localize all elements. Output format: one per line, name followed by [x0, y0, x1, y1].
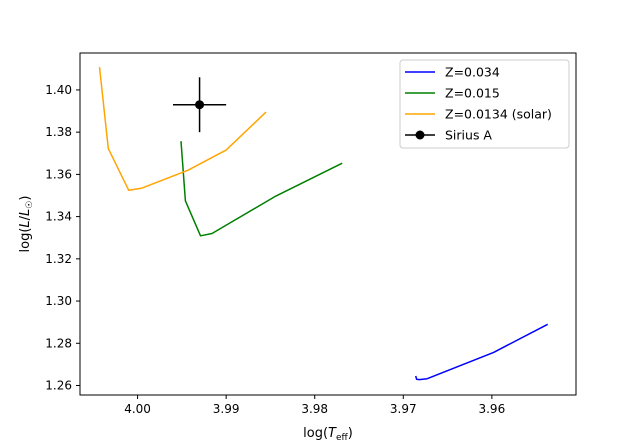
legend-label-3: Sirius A — [445, 128, 492, 143]
legend-box — [399, 59, 570, 149]
series-line-2 — [98, 67, 267, 191]
legend-label-2: Z=0.0134 (solar) — [445, 107, 552, 122]
y-tick-label: 1.30 — [45, 294, 72, 308]
x-axis-label: log(Teff) — [303, 426, 353, 443]
series-line-0 — [414, 323, 549, 381]
legend: Z=0.034 Z=0.015 Z=0.0134 (solar) Sirius A — [399, 59, 570, 149]
y-tick-label: 1.40 — [45, 83, 72, 97]
x-tick-label: 3.97 — [390, 402, 417, 416]
x-tick-label: 4.00 — [124, 402, 151, 416]
plot-frame — [79, 52, 577, 396]
x-tick-label: 3.99 — [213, 402, 240, 416]
x-tick-label: 3.96 — [478, 402, 505, 416]
y-ticks: 1.26 1.28 1.30 1.32 1.34 1.36 1.38 1.40 — [45, 83, 80, 393]
y-tick-label: 1.26 — [45, 379, 72, 393]
y-tick-label: 1.38 — [45, 125, 72, 139]
y-tick-label: 1.34 — [45, 210, 72, 224]
x-ticks: 4.00 3.99 3.98 3.97 3.96 — [124, 395, 505, 416]
series-line-1 — [180, 141, 343, 237]
legend-label-1: Z=0.015 — [445, 86, 500, 101]
y-tick-label: 1.36 — [45, 167, 72, 181]
series-layer — [98, 67, 549, 381]
legend-items: Z=0.034 Z=0.015 Z=0.0134 (solar) Sirius A — [405, 65, 552, 143]
legend-marker-3 — [415, 130, 425, 140]
point-layer — [173, 77, 227, 133]
y-tick-label: 1.28 — [45, 336, 72, 350]
x-tick-label: 3.98 — [301, 402, 328, 416]
legend-label-0: Z=0.034 — [445, 65, 500, 80]
y-axis-label: log(L/L☉) — [18, 196, 35, 253]
y-tick-label: 1.32 — [45, 252, 72, 266]
sirius-point-marker — [195, 100, 205, 110]
